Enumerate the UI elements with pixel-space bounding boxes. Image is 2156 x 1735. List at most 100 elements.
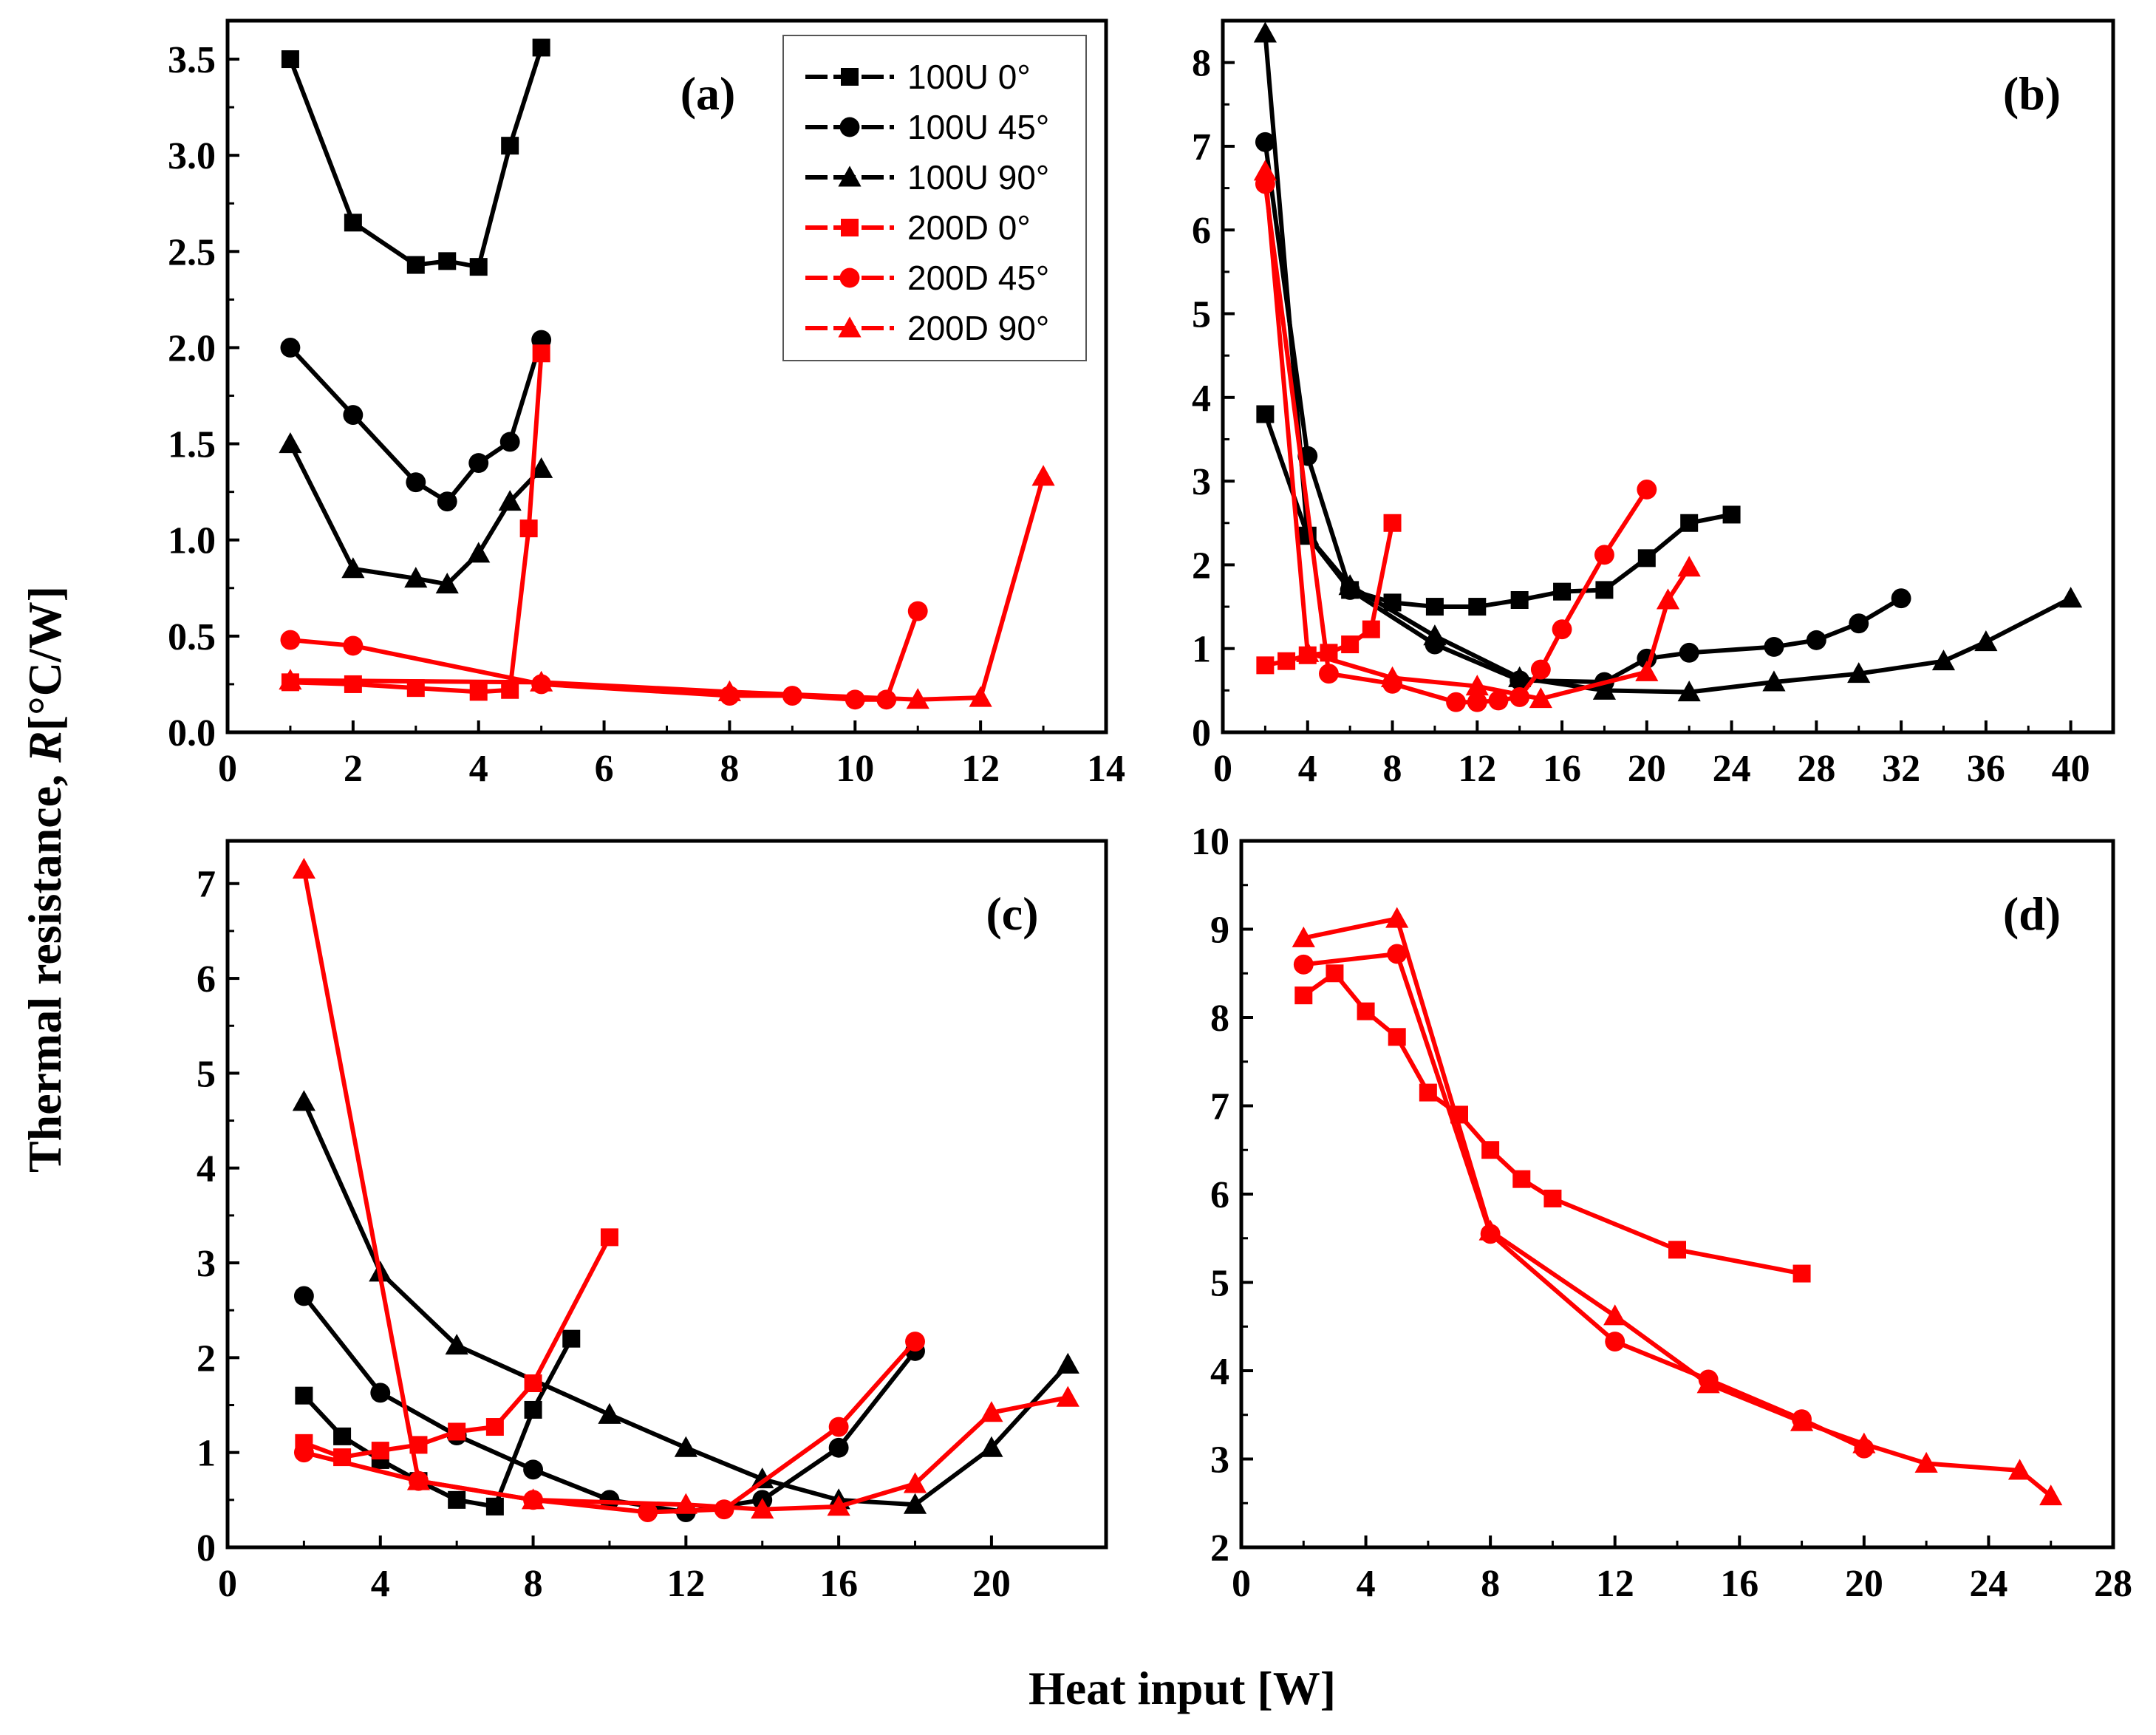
data-point (521, 1488, 545, 1510)
legend-marker (839, 117, 860, 137)
data-point (293, 1442, 314, 1463)
data-point (498, 490, 522, 511)
data-point (524, 1400, 542, 1419)
y-tick-label: 3 (1192, 461, 1211, 503)
data-point (906, 688, 929, 709)
data-point (1425, 598, 1444, 616)
data-point (717, 680, 742, 701)
data-point (903, 1493, 927, 1514)
data-point (469, 683, 488, 701)
panel-a: 0 2 4 6 8 10 12 14 0.0 0.5 1.0 1.5 2.0 2.5 3.0 3.5 (a) (168, 18, 1125, 790)
data-point (599, 1490, 620, 1510)
y-tick-label: 0.5 (168, 616, 216, 658)
data-point (674, 1493, 697, 1514)
x-tick-label: 20 (1628, 748, 1666, 790)
x-tick-label: 12 (1458, 748, 1496, 790)
data-point (344, 675, 362, 693)
x-tick-label: 20 (972, 1563, 1011, 1605)
panel-a-series-100u-90deg (279, 432, 553, 594)
y-tick-label: 2 (1210, 1527, 1229, 1569)
y-tick-label: 3 (197, 1243, 216, 1285)
data-point (406, 1469, 431, 1490)
x-tick-label: 32 (1882, 748, 1920, 790)
data-point (1056, 1352, 1079, 1374)
y-tick-label: 1.5 (168, 424, 216, 466)
y-tick-label: 3 (1210, 1439, 1229, 1482)
y-tick-label: 6 (1210, 1174, 1229, 1216)
data-point (1387, 944, 1408, 964)
data-point (1478, 1219, 1502, 1241)
data-point (2059, 587, 2083, 608)
legend-marker (841, 68, 859, 86)
panel-b-series-200d-90deg (1253, 160, 1701, 709)
panel-a-label: (a) (680, 67, 736, 120)
data-point (333, 1427, 352, 1445)
data-point (1852, 1432, 1876, 1453)
data-point (1293, 954, 1314, 975)
x-tick-label: 12 (961, 748, 1000, 790)
panel-a-series-100u-45deg (280, 330, 552, 512)
data-point (1383, 514, 1402, 532)
x-tick-label: 0 (218, 748, 237, 790)
series-line (1263, 30, 2073, 695)
legend-entry-100u-45deg: 100U 45° (805, 108, 1049, 146)
y-tick-label: 7 (1210, 1086, 1229, 1128)
y-tick-label: 4 (197, 1148, 216, 1190)
panel-d-label: (d) (2003, 887, 2061, 940)
data-point (468, 453, 489, 474)
legend-entry-200d-0deg: 200D 0° (805, 208, 1031, 247)
data-point (1510, 590, 1529, 609)
y-tick-label: 5 (1210, 1263, 1229, 1305)
y-tick-label: 6 (1192, 210, 1211, 252)
data-point (406, 472, 426, 493)
x-axis-title: Heat input [W] (1028, 1662, 1336, 1714)
data-point (1914, 1451, 1938, 1473)
data-point (1446, 692, 1467, 712)
panel-b-series-100u-90deg (1253, 21, 2083, 702)
legend-label: 200D 45° (907, 259, 1049, 297)
panel-c-series-200d-90deg (292, 857, 1079, 1519)
y-tick-label: 6 (197, 958, 216, 1001)
legend-label: 200D 90° (907, 309, 1049, 347)
data-point (1357, 1002, 1375, 1020)
legend-label: 100U 45° (907, 108, 1049, 146)
data-point (600, 1228, 618, 1247)
panel-c-frame (225, 839, 1108, 1550)
legend-entry-100u-90deg: 100U 90° (805, 158, 1049, 197)
data-point (532, 344, 550, 363)
y-tick-label: 1.0 (168, 520, 216, 562)
x-tick-label: 0 (218, 1563, 237, 1605)
x-tick-label: 8 (1481, 1563, 1500, 1605)
data-point (1677, 681, 1701, 702)
data-point (295, 1386, 313, 1405)
y-tick-label: 0 (1192, 712, 1211, 754)
data-point (524, 1374, 542, 1393)
x-tick-label: 0 (1213, 748, 1232, 790)
x-tick-label: 16 (1543, 748, 1581, 790)
legend: 100U 0° 100U 45° 100U 90° 200D 0° 200D 45° 20… (782, 35, 1087, 361)
legend-marker (838, 166, 862, 187)
data-point (1512, 1170, 1531, 1188)
legend-entry-200d-45deg: 200D 45° (805, 259, 1049, 297)
data-point (1341, 635, 1360, 654)
data-point (1677, 556, 1701, 577)
data-point (343, 635, 364, 656)
data-point (448, 1422, 466, 1441)
x-tick-label: 20 (1845, 1563, 1883, 1605)
data-point (1847, 662, 1871, 684)
data-point (1696, 1372, 1720, 1394)
data-point (1508, 666, 1532, 687)
legend-entry-100u-0deg: 100U 0° (805, 58, 1031, 96)
data-point (1680, 514, 1699, 532)
data-point (370, 1383, 391, 1403)
data-point (448, 1490, 466, 1509)
data-point (1603, 1304, 1627, 1326)
data-point (1792, 1264, 1811, 1283)
x-tick-label: 28 (2094, 1563, 2132, 1605)
data-point (532, 38, 550, 57)
data-point (1468, 598, 1487, 616)
data-point (279, 432, 302, 454)
data-point (371, 1442, 389, 1460)
x-tick-label: 0 (1232, 1563, 1251, 1605)
